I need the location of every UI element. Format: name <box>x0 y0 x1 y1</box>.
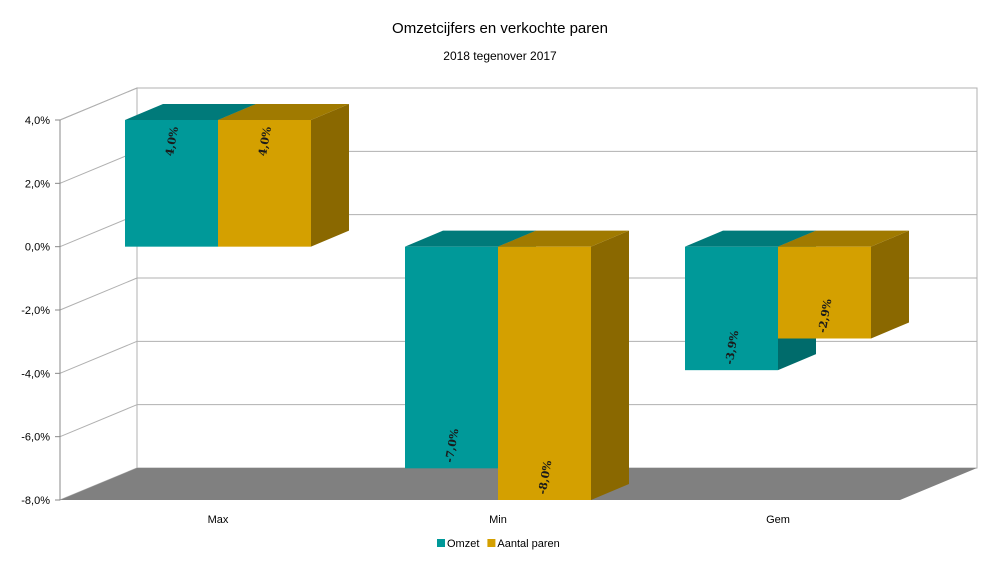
legend-label: Omzet <box>447 538 479 550</box>
bar-front <box>125 120 218 247</box>
x-tick-label: Min <box>489 514 507 526</box>
gridline-side <box>59 340 138 374</box>
bar-data-label: -7,0% <box>443 427 462 463</box>
y-tick-label: -4,0% <box>21 368 50 380</box>
legend-swatch <box>437 539 445 547</box>
bar-side <box>311 104 349 247</box>
x-tick-label: Max <box>208 514 229 526</box>
y-tick-label: 0,0% <box>25 242 50 254</box>
bar-top <box>405 230 536 247</box>
bar-data-label: -2,9% <box>816 297 835 333</box>
gridline-side <box>59 87 138 121</box>
y-tick-label: 2,0% <box>25 178 50 190</box>
chart-subtitle: 2018 tegenover 2017 <box>443 49 557 63</box>
bar-aantal-paren-max: 4,0% <box>218 104 349 247</box>
bar-front <box>685 246 778 371</box>
legend-item: Aantal paren <box>487 538 560 550</box>
bar-side <box>871 230 909 339</box>
bar-top <box>218 104 349 120</box>
legend-swatch <box>487 539 496 547</box>
gridline-side <box>59 277 138 311</box>
bar-front <box>218 120 311 247</box>
y-axis: 4,0% 2,0% 0,0% -2,0% -4,0% -6,0% -8,0% <box>21 115 61 507</box>
legend: Omzet Aantal paren <box>437 538 560 550</box>
bar-side <box>591 230 629 500</box>
bar-data-label: 4,0% <box>163 125 181 157</box>
gridline-side <box>59 150 138 184</box>
bar-front <box>498 246 591 500</box>
bar-top <box>685 230 816 247</box>
bar-front <box>405 246 498 469</box>
bar-data-label: -3,9% <box>723 329 742 365</box>
legend-label: Aantal paren <box>497 538 559 550</box>
legend-item: Omzet <box>437 538 479 550</box>
y-tick-label: -6,0% <box>21 432 50 444</box>
y-tick-label: -2,0% <box>21 305 50 317</box>
x-axis: Max Min Gem <box>208 514 790 526</box>
bar-top <box>125 104 256 120</box>
y-tick-label: -8,0% <box>21 495 50 507</box>
x-tick-label: Gem <box>766 514 790 526</box>
bar-top <box>498 230 629 247</box>
gridline-side <box>59 404 138 438</box>
bar-data-label: -8,0% <box>536 459 555 495</box>
chart-title: Omzetcijfers en verkochte paren <box>392 20 608 37</box>
bar-data-label: 4,0% <box>256 125 274 157</box>
bar-front <box>778 246 871 339</box>
bar-aantal-paren-min: -8,0% <box>498 230 629 500</box>
bar-aantal-paren-gem: -2,9% <box>778 230 909 339</box>
bar-top <box>778 230 909 247</box>
bars: 4,0% 4,0% -7,0% -8,0% -3,9% -2,9% <box>125 104 909 500</box>
gridline-side <box>59 214 138 248</box>
y-tick-label: 4,0% <box>25 115 50 127</box>
